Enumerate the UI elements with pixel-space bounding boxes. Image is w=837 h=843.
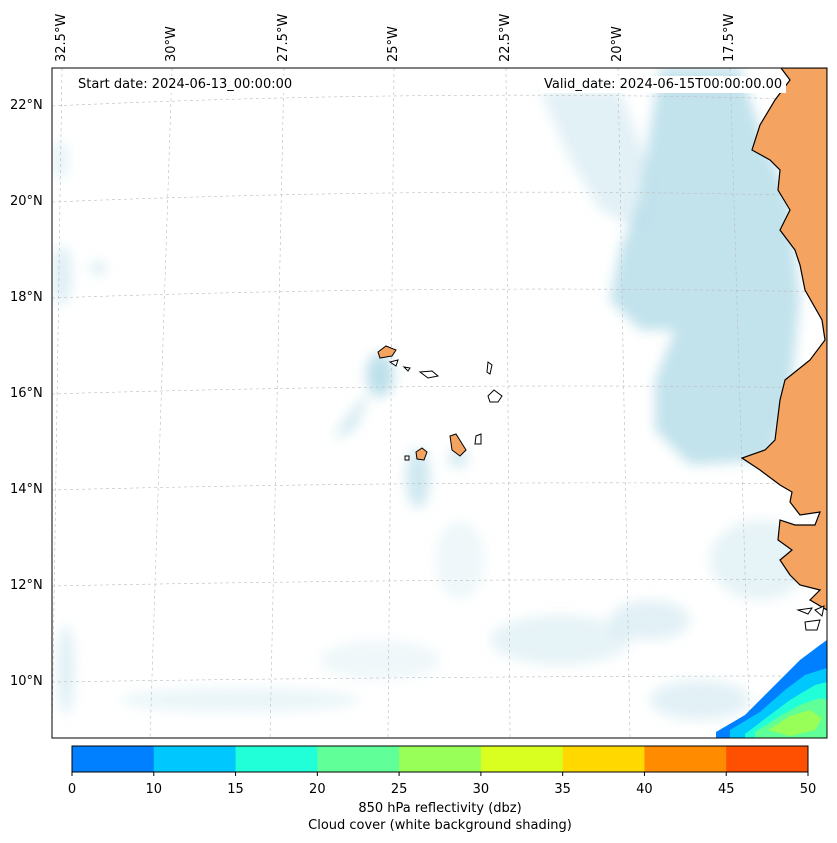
- cloud-cover-shading: [52, 68, 810, 720]
- lat-label: 18°N: [10, 290, 43, 305]
- colorbar-tick-label: 25: [390, 782, 408, 797]
- colorbar-frame: [71, 745, 809, 773]
- island-brava: [404, 455, 410, 461]
- island-sao-vicente: [388, 359, 399, 367]
- mainland-africa: [740, 68, 827, 611]
- lat-label: 22°N: [10, 98, 43, 113]
- island-santa-luzia: [402, 366, 411, 372]
- valid-date-label: Valid_date: 2024-06-15T00:00:00.00: [540, 76, 787, 93]
- colorbar-tick-label: 40: [636, 782, 653, 797]
- colorbar-segment: [72, 746, 155, 772]
- gridlines: [52, 68, 827, 738]
- colorbar-tick-label: 20: [309, 782, 326, 797]
- lat-label: 14°N: [10, 482, 43, 497]
- lon-label: 20°W: [610, 26, 625, 62]
- island-maio: [474, 433, 482, 445]
- island-sao-nicolau: [418, 370, 440, 379]
- lon-label: 17.5°W: [722, 13, 737, 62]
- colorbar-segment: [235, 746, 318, 772]
- lat-label: 20°N: [10, 194, 43, 209]
- colorbar-sublabel: Cloud cover (white background shading): [308, 818, 572, 833]
- colorbar-tick-label: 35: [554, 782, 571, 797]
- colorbar-segment: [153, 746, 237, 772]
- island-santiago: [449, 433, 467, 457]
- colorbar-tick-label: 45: [717, 782, 735, 797]
- lat-label: 10°N: [10, 674, 43, 689]
- map-frame: [51, 67, 828, 739]
- island-santo-antao: [377, 345, 397, 359]
- colorbar-segment: [399, 746, 482, 772]
- island-boa-vista: [487, 389, 503, 403]
- reflectivity-area: [716, 640, 827, 738]
- island-fogo: [415, 447, 428, 461]
- lat-label: 16°N: [10, 386, 43, 401]
- colorbar-label: 850 hPa reflectivity (dbz): [358, 801, 522, 816]
- colorbar-segment: [644, 746, 727, 772]
- lon-label: 22.5°W: [498, 13, 513, 62]
- colorbar-tick-label: 0: [67, 782, 77, 797]
- lat-label: 12°N: [10, 578, 43, 593]
- cape-verde-islands: [377, 345, 503, 461]
- colorbar-segment: [317, 746, 400, 772]
- coastal-islands: [796, 605, 825, 631]
- start-date-label: Start date: 2024-06-13_00:00:00: [74, 76, 297, 93]
- colorbar-segment: [562, 746, 645, 772]
- lon-label: 25°W: [386, 26, 401, 62]
- lon-label: 30°W: [164, 26, 179, 62]
- colorbar-tick-label: 30: [472, 782, 490, 797]
- lon-label: 32.5°W: [54, 13, 69, 62]
- island-sal: [486, 361, 493, 375]
- colorbar-tick-label: 15: [227, 782, 244, 797]
- colorbar-segment: [726, 746, 809, 772]
- colorbar: [71, 745, 809, 776]
- colorbar-tick-label: 50: [799, 782, 817, 797]
- colorbar-tick-label: 10: [145, 782, 163, 797]
- map-area: [52, 68, 827, 738]
- lon-label: 27.5°W: [276, 13, 291, 62]
- colorbar-segment: [480, 746, 564, 772]
